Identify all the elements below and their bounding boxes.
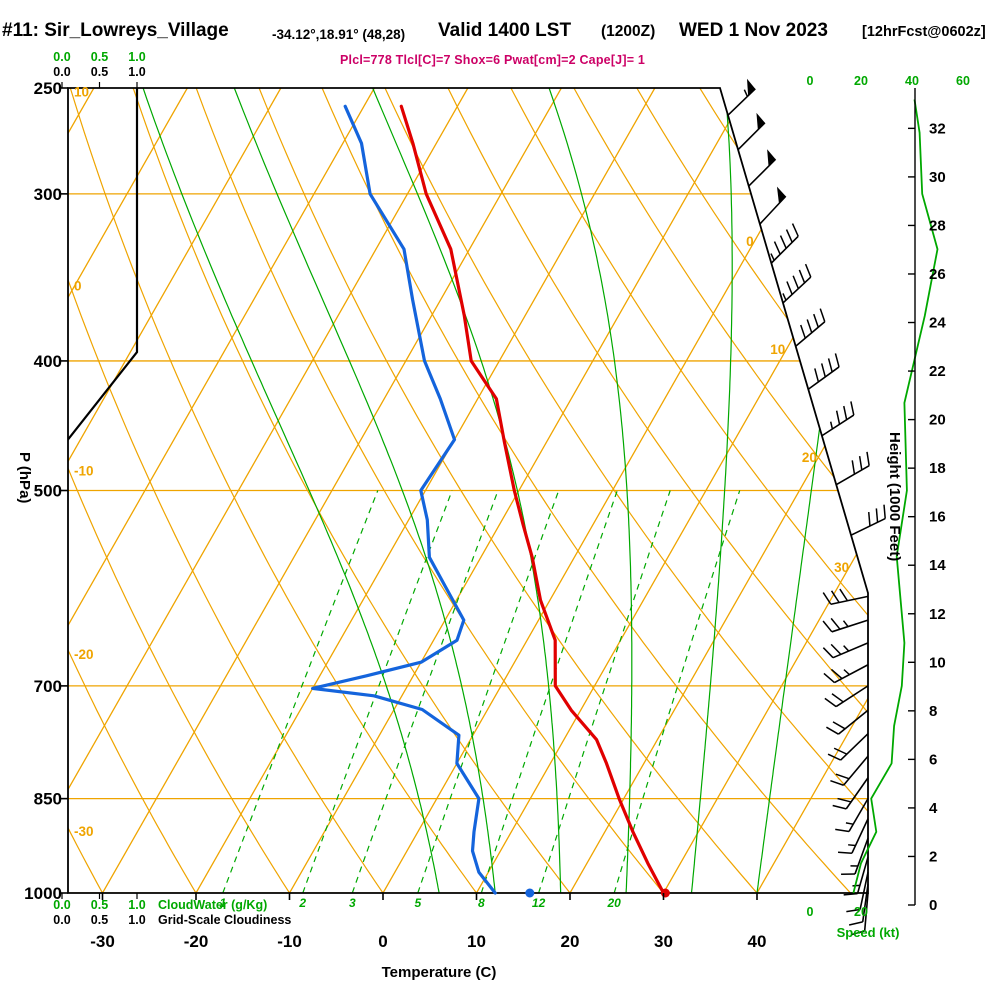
valid-date-label: WED 1 Nov 2023 [679, 20, 828, 41]
svg-text:40: 40 [905, 74, 919, 88]
svg-text:0.5: 0.5 [91, 913, 108, 927]
svg-text:8: 8 [478, 896, 485, 910]
svg-text:3: 3 [349, 896, 356, 910]
temperature-axis: -30 -20 -10 0 10 20 30 40 Temperature (C) [90, 893, 766, 981]
svg-text:Speed (kt): Speed (kt) [837, 925, 900, 940]
svg-text:12: 12 [929, 606, 946, 623]
svg-text:26: 26 [929, 266, 946, 283]
svg-text:-30: -30 [74, 824, 94, 839]
surface-dew-dot [525, 888, 535, 898]
svg-text:-10: -10 [74, 464, 94, 479]
speed-curve [852, 99, 939, 894]
svg-text:10: 10 [770, 342, 785, 357]
stability-parameters: Plcl=778 Tlcl[C]=7 Shox=6 Pwat[cm]=2 Cap… [340, 53, 646, 67]
svg-text:1.0: 1.0 [128, 913, 145, 927]
svg-text:0: 0 [74, 279, 82, 294]
svg-text:20: 20 [802, 450, 817, 465]
svg-text:6: 6 [929, 751, 937, 768]
svg-text:30: 30 [929, 169, 946, 186]
valid-utc-label: (1200Z) [601, 23, 656, 40]
svg-text:12: 12 [532, 896, 546, 910]
svg-text:0: 0 [807, 74, 814, 88]
svg-text:-30: -30 [90, 932, 115, 951]
svg-text:0.5: 0.5 [91, 898, 108, 912]
svg-text:P (hPa): P (hPa) [16, 452, 33, 503]
svg-text:1.0: 1.0 [128, 50, 145, 64]
svg-text:0.0: 0.0 [53, 50, 70, 64]
svg-text:4: 4 [929, 800, 938, 817]
isotherm-edge-labels: 0 10 20 30 [746, 234, 849, 575]
pressure-axis: 250 300 400 500 700 850 1000 P (hPa) [16, 79, 68, 903]
svg-text:0: 0 [807, 905, 814, 919]
svg-text:60: 60 [956, 74, 970, 88]
mixing-ratio-lines [222, 490, 741, 893]
svg-text:1.0: 1.0 [128, 898, 145, 912]
svg-text:10: 10 [74, 85, 89, 100]
svg-text:20: 20 [606, 896, 621, 910]
forecast-hour-label: [12hrFcst@0602z] [862, 24, 986, 40]
cloud-scales: 0.00.00.00.00.50.50.50.51.01.01.01.0Clou… [53, 50, 291, 927]
svg-text:0.0: 0.0 [53, 913, 70, 927]
svg-text:1.0: 1.0 [128, 65, 145, 79]
surface-temp-dot [660, 888, 670, 898]
svg-text:10: 10 [467, 932, 486, 951]
svg-text:Temperature (C): Temperature (C) [382, 964, 497, 981]
svg-text:1: 1 [220, 896, 227, 910]
svg-text:2: 2 [929, 848, 937, 865]
svg-text:500: 500 [34, 482, 62, 501]
svg-text:0: 0 [929, 897, 937, 914]
svg-text:0.0: 0.0 [53, 898, 70, 912]
svg-text:20: 20 [854, 905, 868, 919]
wind-barbs [727, 78, 886, 936]
svg-text:0.0: 0.0 [53, 65, 70, 79]
station-title: #11: Sir_Lowreys_Village [2, 20, 229, 41]
svg-text:300: 300 [34, 185, 62, 204]
svg-text:250: 250 [34, 79, 62, 98]
svg-text:20: 20 [929, 412, 946, 429]
svg-text:0.5: 0.5 [91, 50, 108, 64]
dewpoint-curve [311, 104, 535, 898]
svg-text:40: 40 [748, 932, 767, 951]
svg-text:30: 30 [834, 560, 849, 575]
svg-text:1000: 1000 [24, 884, 62, 903]
svg-text:0.5: 0.5 [91, 65, 108, 79]
isobar-grid [68, 193, 868, 893]
svg-text:5: 5 [414, 896, 421, 910]
svg-text:Grid-Scale Cloudiness: Grid-Scale Cloudiness [158, 913, 291, 927]
svg-text:CloudWater (g/Kg): CloudWater (g/Kg) [158, 898, 267, 912]
svg-text:30: 30 [654, 932, 673, 951]
svg-text:-20: -20 [184, 932, 209, 951]
svg-text:32: 32 [929, 120, 946, 137]
svg-text:0: 0 [746, 234, 754, 249]
svg-text:-20: -20 [74, 647, 94, 662]
svg-text:850: 850 [34, 790, 62, 809]
svg-text:20: 20 [561, 932, 580, 951]
svg-text:10: 10 [929, 654, 946, 671]
svg-text:2: 2 [298, 896, 306, 910]
svg-text:-10: -10 [277, 932, 302, 951]
svg-text:0: 0 [378, 932, 387, 951]
svg-text:18: 18 [929, 460, 946, 477]
svg-text:400: 400 [34, 352, 62, 371]
svg-text:Height (1000 Feet): Height (1000 Feet) [886, 432, 903, 561]
svg-text:20: 20 [854, 74, 868, 88]
cloudiness-curve [68, 88, 139, 893]
station-coords: -34.12°,18.91° (48,28) [272, 27, 406, 42]
svg-text:22: 22 [929, 363, 946, 380]
svg-text:28: 28 [929, 217, 946, 234]
svg-text:8: 8 [929, 703, 937, 720]
theta-labels: 10 0 -10 -20 -30 [74, 85, 94, 839]
valid-time-label: Valid 1400 LST [438, 20, 572, 41]
svg-text:24: 24 [929, 315, 946, 332]
mixing-ratio-labels: 1 2 3 5 8 12 20 [220, 896, 622, 910]
svg-text:700: 700 [34, 677, 62, 696]
plot-frame [67, 87, 869, 894]
svg-text:16: 16 [929, 509, 946, 526]
svg-text:14: 14 [929, 557, 946, 574]
